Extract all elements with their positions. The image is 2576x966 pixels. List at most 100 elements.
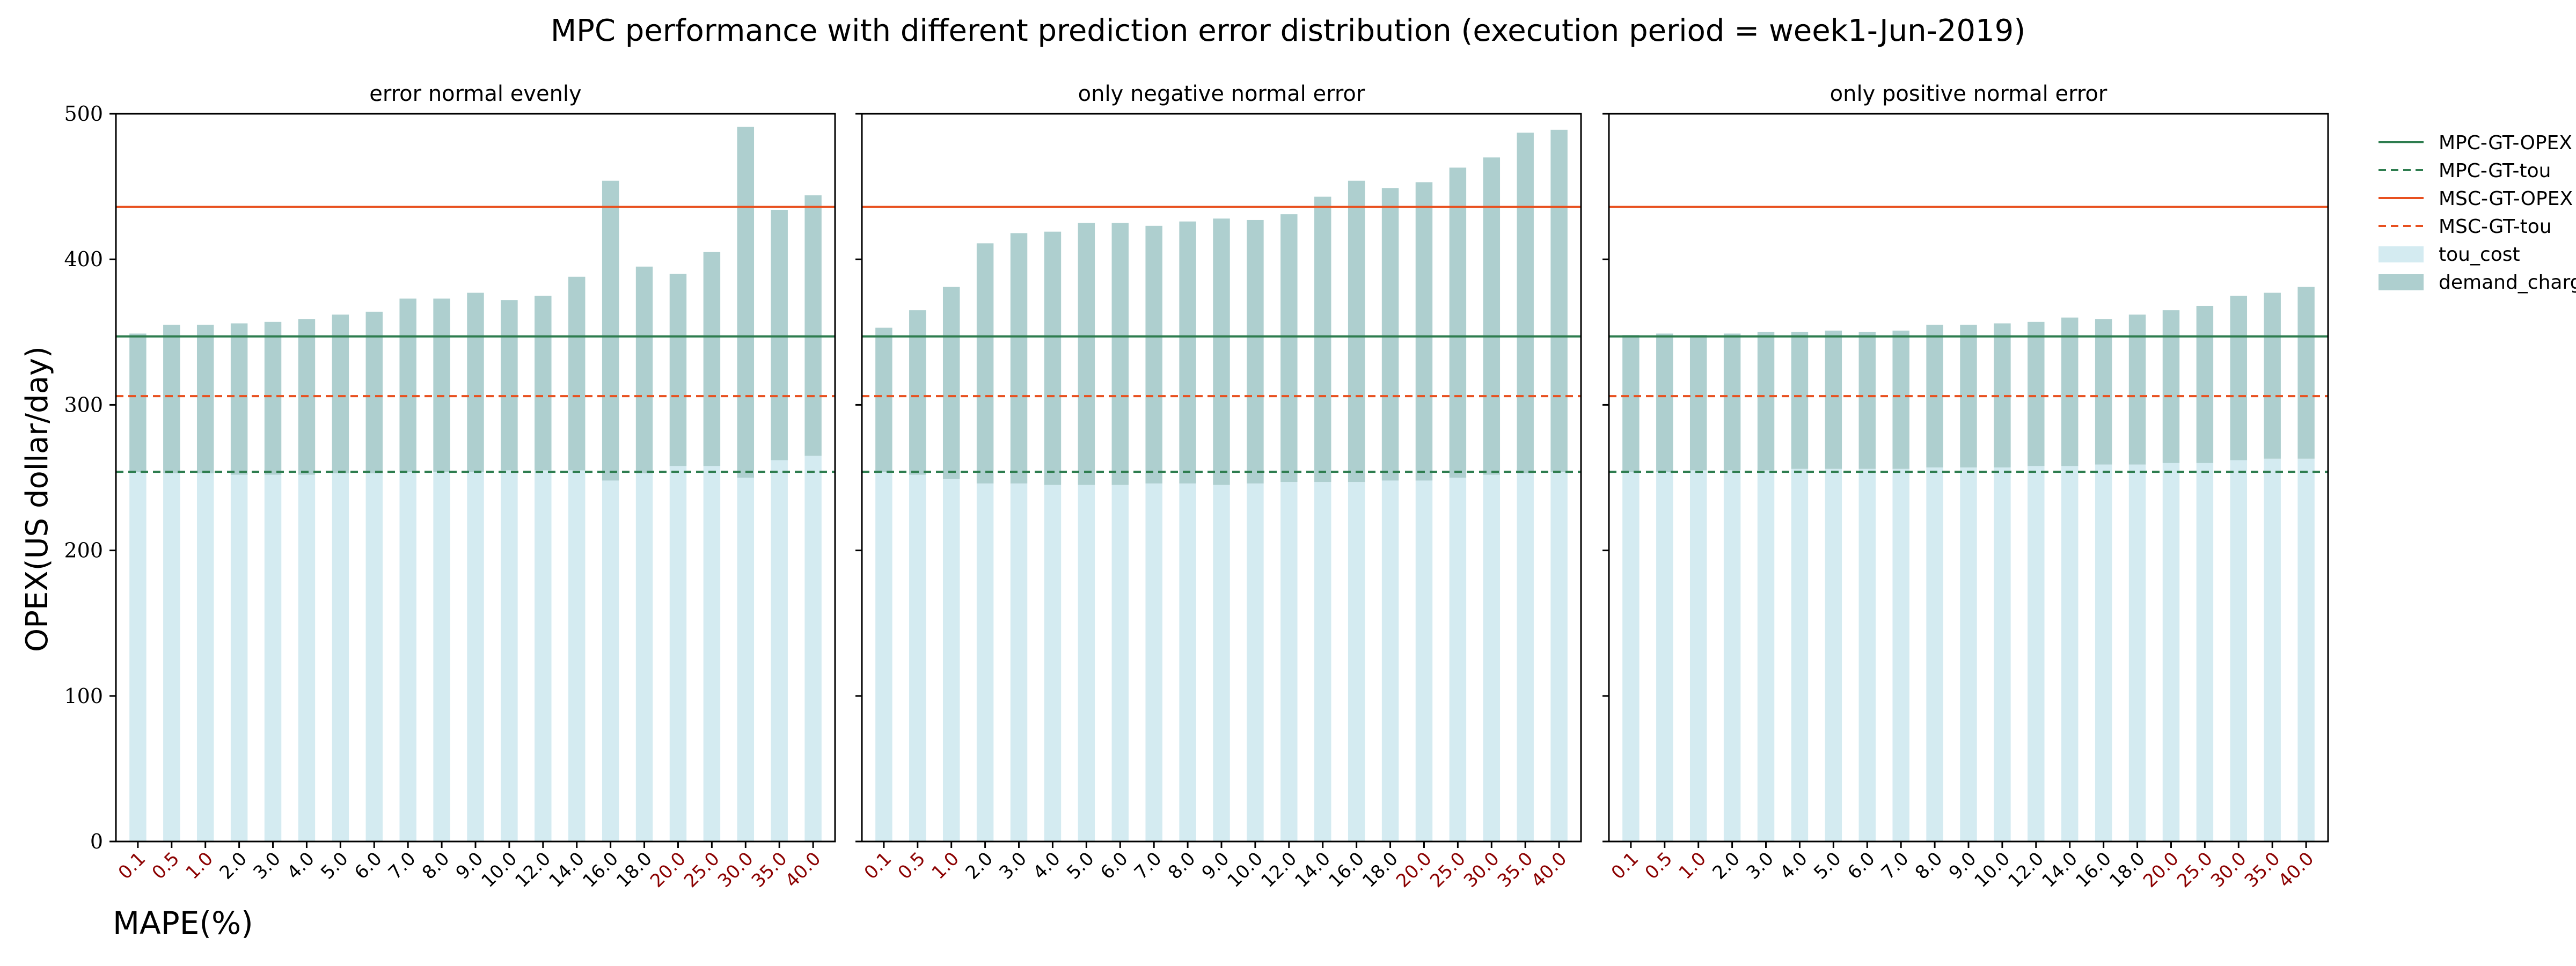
bar-tou-cost-4-0 [1044, 485, 1062, 841]
bar-tou-cost-10-0 [501, 470, 518, 841]
bar-demand-charge-3-0 [1010, 233, 1028, 484]
x-tick-label-7-0: 7.0 [1130, 848, 1166, 884]
legend-label: MPC-GT-tou [2439, 160, 2551, 182]
bar-tou-cost-40-0 [2297, 458, 2315, 841]
bar-tou-cost-10-0 [1994, 467, 2011, 841]
bar-demand-charge-6-0 [365, 311, 383, 473]
bar-tou-cost-10-0 [1247, 483, 1264, 841]
legend-label: tou_cost [2439, 244, 2520, 266]
x-tick-label-7-0: 7.0 [384, 848, 420, 884]
x-tick-label-18-0: 18.0 [2105, 848, 2149, 892]
y-tick-label: 400 [64, 247, 103, 271]
bar-tou-cost-18-0 [2128, 464, 2146, 841]
bar-tou-cost-9-0 [467, 472, 484, 841]
x-tick-label-16-0: 16.0 [1324, 848, 1368, 892]
bar-tou-cost-16-0 [602, 480, 619, 841]
bar-demand-charge-16-0 [1348, 180, 1365, 482]
bar-tou-cost-0-1 [129, 472, 147, 841]
bar-tou-cost-4-0 [1791, 469, 1809, 841]
bar-tou-cost-0-1 [875, 472, 892, 841]
bar-tou-cost-6-0 [1858, 469, 1876, 841]
x-tick-label-2-0: 2.0 [215, 848, 251, 884]
x-tick-label-8-0: 8.0 [418, 848, 454, 884]
bar-demand-charge-5-0 [1825, 331, 1842, 469]
bar-tou-cost-40-0 [804, 456, 822, 841]
x-tick-label-14-0: 14.0 [1291, 848, 1335, 892]
bar-tou-cost-20-0 [2162, 463, 2180, 841]
bar-tou-cost-0-5 [1656, 472, 1673, 841]
bar-tou-cost-35-0 [2264, 458, 2281, 841]
bar-demand-charge-18-0 [1381, 188, 1399, 481]
x-tick-label-4-0: 4.0 [283, 848, 319, 884]
panel-1: error normal evenly 0 100 200 300 400 500 0.10.… [64, 82, 836, 892]
bar-demand-charge-30-0 [737, 127, 755, 478]
legend-label: MSC-GT-tou [2439, 216, 2552, 238]
legend-label: demand_charge [2439, 272, 2576, 294]
x-tick-label-12-0: 12.0 [511, 848, 555, 892]
legend-entry-msc-gt-tou: MSC-GT-tou [2379, 216, 2552, 238]
x-tick-label-35-0: 35.0 [748, 848, 792, 892]
bar-demand-charge-25-0 [2196, 305, 2214, 463]
bar-demand-charge-18-0 [635, 266, 653, 473]
bar-tou-cost-30-0 [2230, 460, 2248, 841]
bar-tou-cost-20-0 [1415, 480, 1433, 841]
x-tick-label-18-0: 18.0 [612, 848, 656, 892]
bar-demand-charge-0-5 [909, 310, 926, 475]
bar-demand-charge-1-0 [1689, 335, 1707, 471]
bar-demand-charge-0-1 [129, 333, 147, 472]
bar-tou-cost-5-0 [1825, 469, 1842, 841]
x-tick-label-30-0: 30.0 [2207, 848, 2251, 892]
bar-tou-cost-4-0 [298, 474, 316, 841]
x-tick-label-25-0: 25.0 [1426, 848, 1470, 892]
x-tick-label-12-0: 12.0 [1257, 848, 1301, 892]
bar-tou-cost-0-5 [909, 474, 926, 841]
x-tick-label-20-0: 20.0 [2139, 848, 2183, 892]
bar-tou-cost-14-0 [2061, 466, 2079, 841]
panel-title: only negative normal error [1078, 82, 1365, 106]
bar-tou-cost-30-0 [737, 478, 755, 841]
x-tick-label-0-5: 0.5 [148, 848, 184, 884]
bar-tou-cost-2-0 [230, 474, 248, 841]
bar-demand-charge-0-5 [163, 325, 180, 473]
y-tick-label: 100 [64, 684, 103, 708]
bar-demand-charge-4-0 [1791, 332, 1809, 469]
bar-tou-cost-6-0 [365, 473, 383, 841]
figure-title: MPC performance with different predictio… [551, 13, 2025, 48]
bar-demand-charge-14-0 [2061, 317, 2079, 466]
bar-demand-charge-25-0 [703, 252, 721, 466]
bar-demand-charge-12-0 [1280, 214, 1298, 482]
bar-tou-cost-7-0 [1892, 469, 1909, 841]
x-tick-label-40-0: 40.0 [781, 848, 825, 892]
x-tick-label-16-0: 16.0 [579, 848, 623, 892]
y-tick-label: 500 [64, 102, 103, 126]
y-tick-label: 0 [90, 830, 103, 853]
legend-entry-msc-gt-opex: MSC-GT-OPEX [2379, 188, 2573, 210]
legend: MPC-GT-OPEX MPC-GT-tou MSC-GT-OPEX MSC-GT-t… [2379, 132, 2576, 294]
bar-demand-charge-0-1 [875, 327, 892, 472]
bar-demand-charge-35-0 [771, 209, 788, 460]
bar-tou-cost-35-0 [771, 460, 788, 841]
bar-tou-cost-9-0 [1960, 467, 1977, 841]
bar-demand-charge-20-0 [669, 274, 687, 466]
x-tick-label-12-0: 12.0 [2004, 848, 2048, 892]
bar-demand-charge-2-0 [1723, 333, 1741, 471]
bar-demand-charge-5-0 [332, 314, 349, 473]
bar-tou-cost-3-0 [264, 474, 282, 841]
bar-tou-cost-12-0 [2028, 466, 2045, 841]
bar-demand-charge-7-0 [399, 298, 416, 472]
x-tick-label-7-0: 7.0 [1877, 848, 1913, 884]
x-tick-label-35-0: 35.0 [2241, 848, 2285, 892]
bar-tou-cost-40-0 [1550, 472, 1568, 841]
bar-demand-charge-6-0 [1858, 332, 1876, 469]
bar-demand-charge-10-0 [1247, 219, 1264, 484]
bar-tou-cost-3-0 [1010, 483, 1028, 841]
bar-tou-cost-8-0 [433, 472, 450, 841]
bar-demand-charge-3-0 [264, 321, 282, 475]
bar-tou-cost-14-0 [1314, 482, 1331, 841]
x-tick-label-4-0: 4.0 [1029, 848, 1065, 884]
bar-demand-charge-35-0 [1517, 133, 1534, 473]
bar-demand-charge-8-0 [433, 298, 450, 472]
x-tick-label-3-0: 3.0 [249, 848, 285, 884]
bar-demand-charge-12-0 [2028, 321, 2045, 466]
